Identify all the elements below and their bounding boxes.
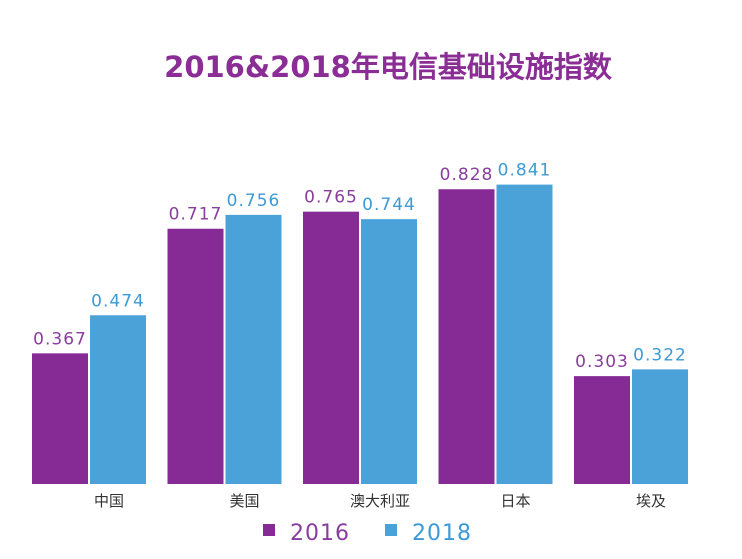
- bar-2018-3: [496, 184, 553, 484]
- data-label-2018-0: 0.474: [91, 291, 145, 311]
- bar-2016-4: [574, 376, 630, 484]
- data-label-2016-2: 0.765: [304, 188, 358, 208]
- bar-2016-3: [438, 189, 495, 484]
- data-label-2016-1: 0.717: [169, 205, 223, 225]
- data-label-2016-0: 0.367: [33, 329, 87, 349]
- data-label-2016-3: 0.828: [440, 165, 494, 185]
- chart-title: 2016&2018年电信基础设施指数: [164, 50, 613, 84]
- data-label-2018-2: 0.744: [362, 195, 416, 215]
- legend-swatch-2016: [263, 524, 275, 536]
- data-label-2016-4: 0.303: [575, 352, 629, 372]
- legend-label-2018: 2018: [412, 521, 472, 546]
- x-tick-label-3: 日本: [500, 492, 530, 510]
- legend-label-2016: 2016: [290, 521, 350, 546]
- x-tick-label-0: 中国: [94, 492, 124, 510]
- legend-swatch-2018: [385, 524, 397, 536]
- x-tick-label-4: 埃及: [636, 492, 666, 510]
- data-label-2018-3: 0.841: [498, 161, 552, 181]
- x-tick-label-1: 美国: [229, 492, 259, 510]
- bar-2016-2: [303, 211, 359, 484]
- x-tick-label-2: 澳大利亚: [350, 492, 410, 510]
- bar-2016-0: [32, 353, 88, 484]
- data-label-2018-1: 0.756: [227, 191, 281, 211]
- bar-2018-2: [361, 219, 417, 485]
- bar-2018-0: [90, 315, 146, 484]
- bar-2018-1: [225, 214, 282, 484]
- bar-2016-1: [167, 228, 224, 484]
- bar-2018-4: [632, 369, 688, 484]
- data-label-2018-4: 0.322: [633, 345, 687, 365]
